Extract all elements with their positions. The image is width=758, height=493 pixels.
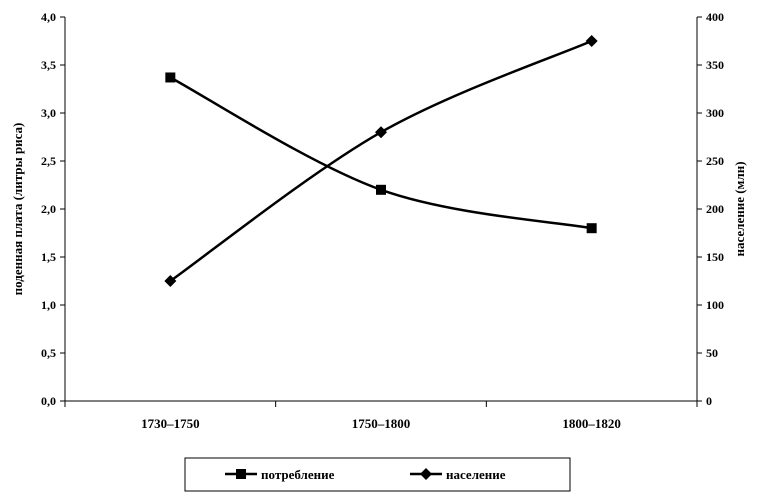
y-left-tick-label: 0,0	[41, 394, 56, 408]
series-line	[169, 76, 592, 230]
y-right-tick-label: 400	[706, 10, 724, 24]
series-1	[165, 72, 597, 234]
y-left-tick-label: 2,0	[41, 202, 56, 216]
series-2	[164, 35, 598, 287]
y-right-tick-label: 50	[706, 346, 718, 360]
data-point	[164, 275, 177, 287]
y-axis-right-label: население (млн)	[732, 161, 747, 256]
axes: 0,0 0,5 1,0 1,5 2,0 2,5 3,0 3,5 4,0 0 50 100 150 200 2…	[41, 10, 724, 431]
x-tick-label: 1800–1820	[562, 416, 621, 431]
legend-marker	[236, 469, 246, 479]
series-layer	[164, 35, 598, 287]
y-right-tick-label: 200	[706, 202, 724, 216]
data-point	[585, 35, 598, 47]
data-point	[376, 184, 386, 195]
x-tick-label: 1750–1800	[352, 416, 411, 431]
y-right-tick-label: 300	[706, 106, 724, 120]
y-left-tick-label: 4,0	[41, 10, 56, 24]
y-left-tick-label: 1,5	[41, 250, 56, 264]
legend-label: потребление	[261, 467, 335, 482]
legend-label: население	[446, 467, 506, 482]
legend-item-1: потребление	[225, 467, 335, 482]
data-point	[375, 126, 387, 139]
y-left-tick-label: 3,0	[41, 106, 56, 120]
y-right-tick-label: 350	[706, 58, 724, 72]
y-right-tick-label: 100	[706, 298, 724, 312]
legend: потребление население	[184, 457, 571, 492]
y-left-tick-label: 1,0	[41, 298, 56, 312]
legend-marker	[420, 468, 432, 480]
data-point	[586, 223, 597, 234]
y-right-tick-label: 150	[706, 250, 724, 264]
y-right-tick-label: 0	[706, 394, 712, 408]
y-left-tick-label: 0,5	[41, 346, 56, 360]
y-axis-left-label: поденная плата (литры риса)	[10, 123, 25, 296]
y-left-tick-label: 2,5	[41, 154, 56, 168]
y-left-tick-label: 3,5	[41, 58, 56, 72]
data-point	[165, 72, 176, 83]
x-tick-label: 1730–1750	[141, 416, 200, 431]
legend-item-2: население	[410, 467, 506, 482]
series-line	[169, 39, 593, 283]
y-right-tick-label: 250	[706, 154, 724, 168]
